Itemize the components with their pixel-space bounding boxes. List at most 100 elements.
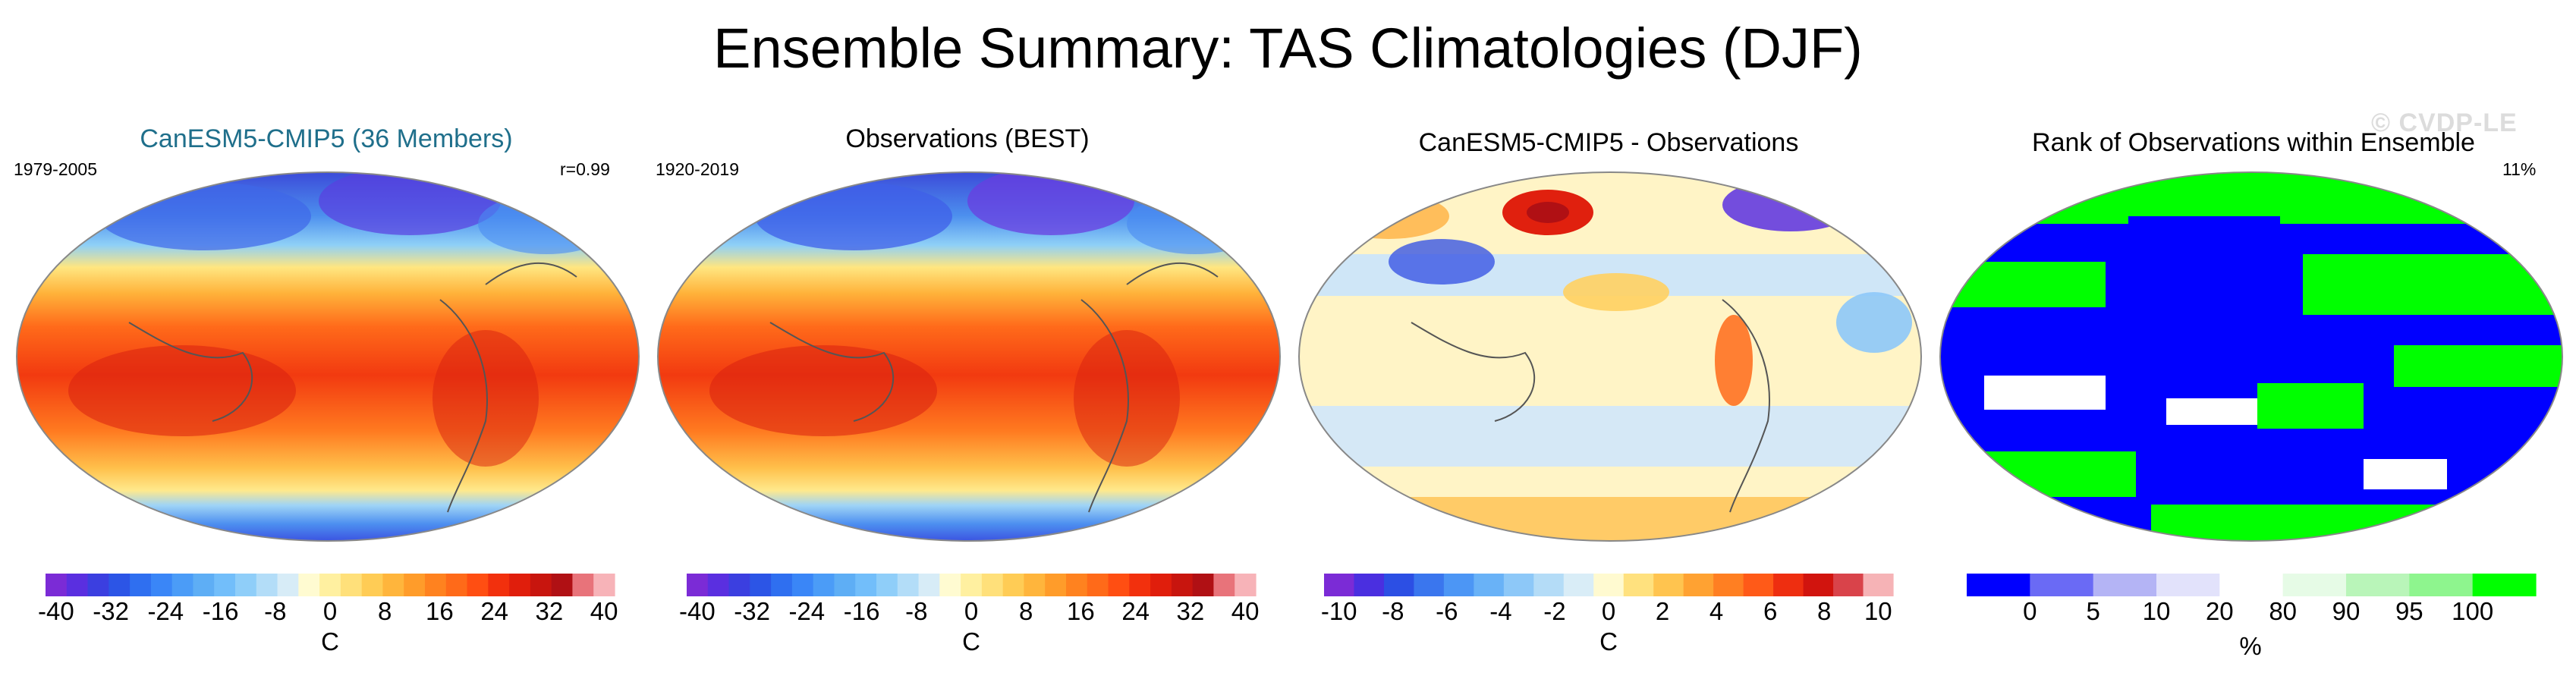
colorbar-panel-2	[687, 574, 1257, 596]
colorbar-tick-label: -24	[147, 597, 184, 625]
colorbar-swatch	[235, 574, 257, 596]
colorbar-tick-label: 40	[1231, 597, 1260, 625]
colorbar-tick-label: -32	[734, 597, 770, 625]
colorbar-tick-label: -32	[93, 597, 129, 625]
colorbar-tick-label: 32	[1176, 597, 1205, 625]
colorbar-swatch	[1383, 574, 1415, 596]
colorbar-swatch	[961, 574, 983, 596]
colorbar-swatch	[193, 574, 215, 596]
panel-2-title: Observations (BEST)	[845, 124, 1090, 153]
colorbar-tick-label: 16	[1067, 597, 1095, 625]
colorbar-swatch	[1414, 574, 1445, 596]
colorbar-tick-label: 95	[2395, 597, 2423, 625]
colorbar-panel-4	[1967, 574, 2537, 596]
colorbar-swatch	[66, 574, 89, 596]
colorbar-swatch	[214, 574, 236, 596]
colorbar-2-unit: C	[962, 627, 980, 656]
colorbar-swatch	[1743, 574, 1774, 596]
colorbar-tick-label: -6	[1436, 597, 1458, 625]
rank-high	[1940, 262, 2106, 307]
colorbar-tick-label: -40	[38, 597, 74, 625]
rank-high	[2151, 505, 2455, 541]
colorbar-tick-label: 8	[1817, 597, 1832, 625]
colorbar-swatch	[918, 574, 940, 596]
colorbar-swatch	[1002, 574, 1025, 596]
colorbar-swatch	[1087, 574, 1109, 596]
colorbar-swatch	[687, 574, 709, 596]
colorbar-tick-label: 2	[1655, 597, 1670, 625]
warm-bias	[1299, 497, 1921, 541]
rank-mid	[2166, 398, 2265, 425]
colorbar-tick-label: -16	[202, 597, 239, 625]
warm-bias	[1715, 315, 1753, 406]
colorbar-swatch	[1653, 574, 1684, 596]
colorbar-tick-label: 10	[1864, 597, 1892, 625]
colorbar-tick-label: 0	[964, 597, 979, 625]
panel-1-correlation: r=0.99	[560, 159, 610, 179]
colorbar-swatch	[2282, 574, 2347, 596]
colorbar-swatch	[1324, 574, 1355, 596]
figure-title: Ensemble Summary: TAS Climatologies (DJF…	[713, 17, 1863, 80]
colorbar-swatch	[530, 574, 552, 596]
warm-bias	[1563, 273, 1669, 311]
colorbar-tick-label: 6	[1763, 597, 1778, 625]
colorbar-swatch	[1213, 574, 1235, 596]
colorbar-swatch	[551, 574, 574, 596]
colorbar-swatch	[1171, 574, 1194, 596]
colorbar-tick-label: -4	[1489, 597, 1512, 625]
map-difference	[1298, 171, 1922, 542]
colorbar-tick-label: -16	[843, 597, 880, 625]
colorbar-swatch	[855, 574, 877, 596]
coastline	[769, 322, 895, 422]
colorbar-swatch	[130, 574, 152, 596]
colorbar-swatch	[2219, 574, 2284, 596]
colorbar-tick-label: 24	[1121, 597, 1150, 625]
colorbar-4-unit: %	[2239, 632, 2262, 660]
colorbar-swatch	[361, 574, 384, 596]
colorbar-swatch	[2156, 574, 2220, 596]
colorbar-swatch	[813, 574, 835, 596]
colorbar-swatch	[1066, 574, 1088, 596]
cold-bias	[1836, 292, 1912, 353]
colorbar-swatch	[1803, 574, 1834, 596]
colorbar-tick-label: 0	[322, 597, 338, 625]
colorbar-swatch	[834, 574, 856, 596]
colorbar-tick-label: -40	[679, 597, 716, 625]
colorbar-swatch	[2030, 574, 2094, 596]
colorbar-swatch	[109, 574, 131, 596]
colorbar-tick-label: -2	[1543, 597, 1566, 625]
map-model-climatology	[16, 171, 640, 542]
panel-1-period: 1979-2005	[14, 159, 97, 179]
rank-mid	[1984, 376, 2106, 410]
rank-low	[2128, 216, 2280, 262]
colorbar-swatch	[1533, 574, 1565, 596]
colorbar-1-unit: C	[321, 627, 339, 656]
coastline	[1722, 299, 1770, 513]
colorbar-swatch	[2409, 574, 2474, 596]
colorbar-swatch	[425, 574, 447, 596]
colorbar-tick-label: 24	[480, 597, 509, 625]
colorbar-tick-label: 80	[2269, 597, 2298, 625]
colorbar-swatch	[572, 574, 594, 596]
colorbar-swatch	[1235, 574, 1257, 596]
colorbar-tick-label: 0	[2023, 597, 2037, 625]
coastline	[128, 322, 253, 422]
colorbar-tick-label: 5	[2086, 597, 2100, 625]
colorbar-swatch	[1354, 574, 1385, 596]
colorbar-swatch	[1150, 574, 1172, 596]
colorbar-swatch	[1024, 574, 1046, 596]
panel-2-period: 1920-2019	[656, 159, 739, 179]
colorbar-tick-label: 16	[426, 597, 454, 625]
map-observations-climatology	[657, 171, 1281, 542]
coastline	[1080, 299, 1129, 513]
cold-region	[755, 182, 952, 250]
colorbar-swatch	[939, 574, 961, 596]
rank-high	[1940, 172, 2562, 224]
warm-bias	[1527, 202, 1569, 223]
colorbar-swatch	[728, 574, 750, 596]
colorbar-swatch	[1443, 574, 1474, 596]
colorbar-tick-label: 20	[2205, 597, 2234, 625]
colorbar-swatch	[1967, 574, 2030, 596]
colorbar-swatch	[897, 574, 920, 596]
colorbar-swatch	[1192, 574, 1215, 596]
